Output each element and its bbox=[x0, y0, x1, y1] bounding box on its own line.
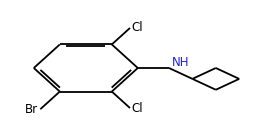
Text: Cl: Cl bbox=[131, 21, 143, 34]
Text: Cl: Cl bbox=[131, 102, 143, 115]
Text: Br: Br bbox=[25, 103, 38, 116]
Text: NH: NH bbox=[172, 56, 189, 69]
